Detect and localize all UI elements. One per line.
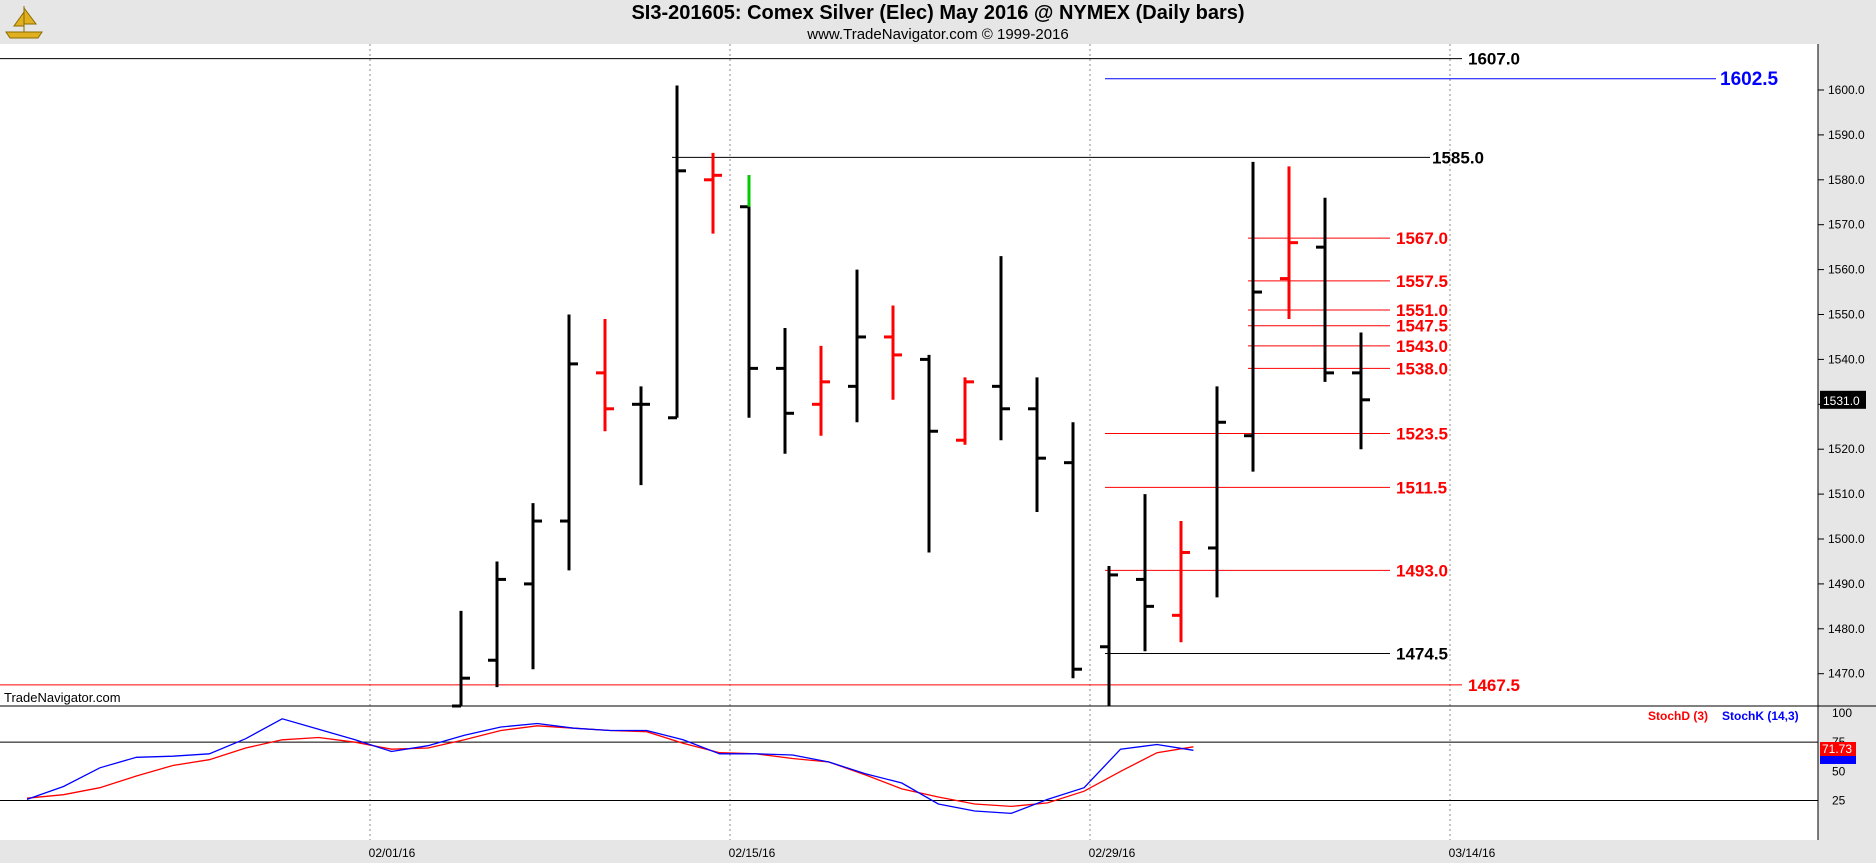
level-label: 1557.5	[1396, 272, 1448, 291]
x-tick-label: 02/01/16	[369, 846, 416, 860]
x-axis-panel	[0, 840, 1818, 863]
level-label: 1607.0	[1468, 50, 1520, 69]
level-label: 1511.5	[1396, 478, 1447, 497]
level-label: 1538.0	[1396, 359, 1448, 378]
level-label: 1543.0	[1396, 337, 1448, 356]
y-tick-label: 1560.0	[1828, 263, 1865, 277]
stoch-y-tick-label: 100	[1832, 706, 1852, 720]
levels-layer: 1607.0 1602.5 1585.0 1567.0 1557.5 1551.01547…	[0, 50, 1779, 695]
level-label: 1551.0	[1396, 301, 1448, 320]
level-label: 1493.0	[1396, 561, 1448, 580]
last-price-box	[1820, 390, 1866, 409]
stoch-y-tick-label: 50	[1832, 764, 1846, 778]
y-tick-label: 1470.0	[1828, 667, 1865, 681]
stochastic-layer: 100755025StochD (3)StochK (14,3)71.73	[0, 706, 1856, 815]
stoch-y-tick-label: 25	[1832, 794, 1846, 808]
y-tick-label: 1590.0	[1828, 128, 1865, 142]
stoch-legend-d: StochD (3)	[1648, 709, 1708, 723]
watermark-text: TradeNavigator.com	[4, 690, 121, 705]
y-tick-label: 1480.0	[1828, 622, 1865, 636]
stoch-series-line	[26, 718, 1194, 815]
level-label: 1567.0	[1396, 229, 1448, 248]
y-tick-label: 1540.0	[1828, 352, 1865, 366]
x-tick-label: 02/29/16	[1089, 846, 1136, 860]
stoch-d-last-box	[1820, 742, 1856, 756]
y-tick-label: 1490.0	[1828, 577, 1865, 591]
stoch-legend-k: StochK (14,3)	[1722, 709, 1799, 723]
tradenavigator-logo-icon	[5, 6, 43, 39]
y-tick-label: 1510.0	[1828, 487, 1865, 501]
level-label: 1467.5	[1468, 676, 1520, 695]
x-tick-label: 02/15/16	[729, 846, 776, 860]
chart-subtitle: www.TradeNavigator.com © 1999-2016	[807, 26, 1069, 43]
level-label: 1585.0	[1432, 148, 1484, 167]
y-axis-panel	[1818, 44, 1876, 863]
y-tick-label: 1520.0	[1828, 442, 1865, 456]
level-label: 1602.5	[1720, 69, 1779, 90]
grid-layer	[369, 44, 1451, 840]
level-label: 1523.5	[1396, 424, 1448, 443]
y-tick-label: 1570.0	[1828, 218, 1865, 232]
y-tick-label: 1550.0	[1828, 308, 1865, 322]
stoch-d-last-label: 71.73	[1822, 742, 1852, 756]
stoch-series-line	[26, 725, 1194, 808]
y-tick-label: 1580.0	[1828, 173, 1865, 187]
axis-layer: 02/01/16 02/15/16 02/29/16 03/14/16 1470.0 14…	[0, 44, 1876, 863]
level-label: 1547.5	[1396, 317, 1448, 336]
stoch-k-last-box	[1820, 756, 1856, 764]
price-bars-layer	[452, 85, 1370, 708]
x-tick-label: 03/14/16	[1449, 846, 1496, 860]
last-price-label: 1531.0	[1823, 394, 1860, 408]
chart-title: SI3-201605: Comex Silver (Elec) May 2016…	[631, 2, 1245, 24]
y-tick-label: 1600.0	[1828, 83, 1865, 97]
level-label: 1474.5	[1396, 644, 1448, 663]
y-tick-label: 1500.0	[1828, 532, 1865, 546]
